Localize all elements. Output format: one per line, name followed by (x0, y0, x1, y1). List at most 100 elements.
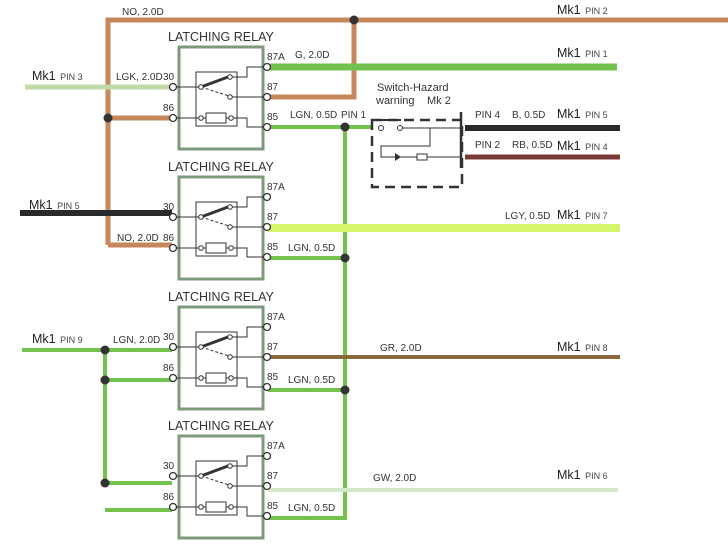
relay-contact (227, 463, 233, 469)
relay-coil (205, 112, 227, 124)
junction-dot (103, 113, 113, 123)
terminal-label: 86 (163, 492, 175, 503)
relay-contact (198, 375, 204, 381)
wire-label: GW, 2.0D (373, 473, 416, 484)
wire-label: RB, 0.5D (512, 140, 553, 151)
relay-switch-arm (200, 205, 229, 219)
brown-wire-top (105, 17, 728, 245)
wire-label: PIN 2 (475, 140, 500, 151)
terminal-label: 86 (163, 233, 175, 244)
relay-contact (198, 344, 204, 350)
relays: LATCHING RELAY 30 86 87A 87 85 LATCHING RELAY 3… (163, 30, 285, 540)
relay-line (226, 506, 263, 517)
connector-mk1-pin8: Mk1 PIN 8 (557, 338, 608, 355)
latching-relay-3: LATCHING RELAY 30 86 87A 87 85 (163, 290, 285, 411)
relay-switch-arm (200, 75, 229, 89)
connector-mk1-pin5: Mk1 PIN 5 (557, 105, 608, 122)
terminal-label: 87A (267, 312, 285, 323)
terminal-87A (262, 192, 272, 202)
relay-inner-box (195, 331, 238, 387)
relay-contact (198, 84, 204, 90)
relay-contact (228, 375, 234, 381)
terminal-87 (262, 481, 272, 491)
terminal-label: 86 (163, 103, 175, 114)
wire-label: LGN, 0.5D (288, 503, 335, 514)
relay-line (226, 377, 263, 388)
relay-line (231, 326, 263, 338)
relay-inner-box (195, 201, 238, 257)
terminal-86 (168, 502, 178, 512)
terminal-87 (262, 222, 272, 232)
connector-mk1-pin6: Mk1 PIN 6 (557, 466, 608, 483)
wire-label: PIN 4 (475, 110, 500, 121)
relay-title: LATCHING RELAY (168, 419, 274, 433)
relay-contact (227, 74, 233, 80)
terminal-87A (262, 62, 272, 72)
terminal-label: 87 (267, 342, 279, 353)
relay-box (177, 175, 265, 281)
wire-label: LGN, 0.5D (290, 110, 337, 121)
relay-contact (227, 483, 233, 489)
terminal-87 (262, 92, 272, 102)
terminal-label: 87 (267, 82, 279, 93)
terminal-30 (168, 342, 178, 352)
diode-icon (395, 153, 401, 161)
junction-dot (100, 375, 110, 385)
relay-contact (198, 473, 204, 479)
resistor-icon (416, 153, 428, 161)
relay-contact (227, 224, 233, 230)
relay-inner-box (195, 71, 238, 127)
latching-relay-2: LATCHING RELAY 30 86 87A 87 85 (163, 160, 285, 281)
connector-mk1-pin2: Mk1 PIN 2 (557, 1, 608, 18)
switch-title: Switch-Hazard (377, 82, 449, 94)
terminal-label: 85 (267, 112, 279, 123)
wire-label: GR, 2.0D (380, 343, 422, 354)
relay-switch-arm (200, 335, 229, 349)
terminal-label: 87 (267, 471, 279, 482)
terminal-87A (262, 322, 272, 332)
terminal-87A (262, 451, 272, 461)
wire-label: B, 0.5D (512, 110, 545, 121)
relay-contact (198, 504, 204, 510)
connector-mk1-pin5-left: Mk1 PIN 5 (29, 196, 80, 213)
relay-title: LATCHING RELAY (168, 290, 274, 304)
switch-hazard-warning: Switch-Hazard warning Mk 2 (370, 82, 464, 189)
wire-label: LGN, 0.5D (288, 243, 335, 254)
relay-contact (198, 115, 204, 121)
relay-title: LATCHING RELAY (168, 160, 274, 174)
terminal-label: 87A (267, 52, 285, 63)
wire-label: NO, 2.0D (117, 233, 159, 244)
junctions (100, 15, 359, 488)
junction-dot (100, 345, 110, 355)
junction-dot (340, 385, 350, 395)
relay-coil (205, 501, 227, 513)
terminal-label: 30 (163, 72, 175, 83)
terminal-label: 30 (163, 461, 175, 472)
relay-contact (228, 245, 234, 251)
relay-contact (228, 504, 234, 510)
relay-contact (198, 245, 204, 251)
wire-label: LGN, 2.0D (113, 335, 160, 346)
relay-contact (228, 115, 234, 121)
junction-dot (340, 122, 350, 132)
terminal-86 (168, 113, 178, 123)
connector-mk1-pin1: Mk1 PIN 1 (557, 44, 608, 61)
terminal-label: 85 (267, 372, 279, 383)
terminal-86 (168, 243, 178, 253)
relay-line (231, 455, 263, 467)
terminal-label: 30 (163, 202, 175, 213)
terminal-86 (168, 373, 178, 383)
junction-dot (340, 253, 350, 263)
wire-label: LGY, 0.5D (505, 211, 550, 222)
relay-inner-box (195, 460, 238, 516)
terminal-label: 85 (267, 242, 279, 253)
relay-coil (205, 372, 227, 384)
relay-contact (227, 204, 233, 210)
relay-box (177, 45, 265, 151)
junction-dot (100, 478, 110, 488)
terminal-85 (262, 252, 272, 262)
latching-relay-1: LATCHING RELAY 30 86 87A 87 85 (163, 30, 285, 151)
relay-coil (205, 242, 227, 254)
terminal-30 (168, 82, 178, 92)
wire-label: PIN 1 (341, 110, 366, 121)
